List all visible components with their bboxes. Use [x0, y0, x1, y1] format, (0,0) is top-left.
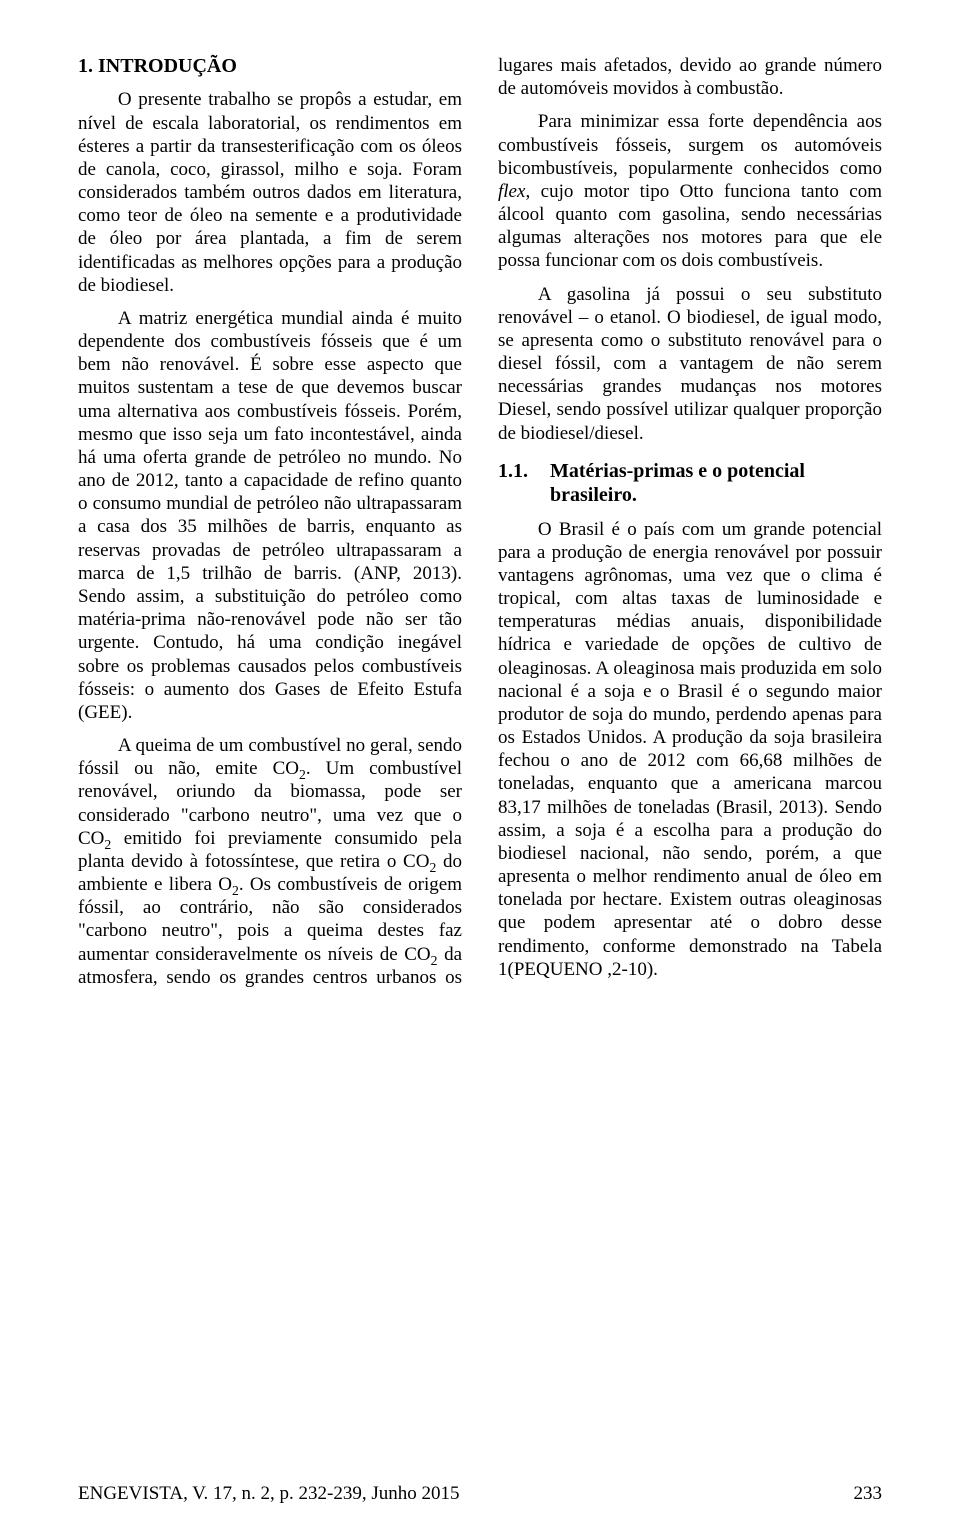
co2-sub-1: 2 [299, 767, 306, 782]
o2-sub: 2 [232, 883, 239, 898]
section-heading: 1. INTRODUÇÃO [78, 54, 462, 78]
p4-text-a: Para minimizar essa forte dependência ao… [498, 111, 882, 178]
page: 1. INTRODUÇÃO O presente trabalho se pro… [0, 0, 960, 1539]
p4-text-b: , cujo motor tipo Otto funciona tanto co… [498, 181, 882, 272]
footer-citation: ENGEVISTA, V. 17, n. 2, p. 232-239, Junh… [78, 1483, 459, 1505]
flex-italic: flex [498, 181, 525, 202]
paragraph-intro-2: A matriz energética mundial ainda é muit… [78, 307, 462, 724]
paragraph-intro-1: O presente trabalho se propôs a estudar,… [78, 88, 462, 297]
paragraph-col2-3: O Brasil é o país com um grande potencia… [498, 518, 882, 981]
paragraph-col2-2: A gasolina já possui o seu substituto re… [498, 283, 882, 445]
footer-page-number: 233 [854, 1483, 883, 1505]
two-column-body: 1. INTRODUÇÃO O presente trabalho se pro… [78, 54, 882, 989]
subsection-title-text: Matérias-primas e o potencial brasileiro… [550, 460, 805, 506]
paragraph-col2-1: Para minimizar essa forte dependência ao… [498, 110, 882, 272]
page-footer: ENGEVISTA, V. 17, n. 2, p. 232-239, Junh… [78, 1483, 882, 1505]
p3-text-c: emitido foi previamente consumido pela p… [78, 828, 462, 872]
subsection-heading: 1.1. Matérias-primas e o potencial brasi… [498, 459, 882, 508]
subsection-number: 1.1. [498, 459, 528, 483]
